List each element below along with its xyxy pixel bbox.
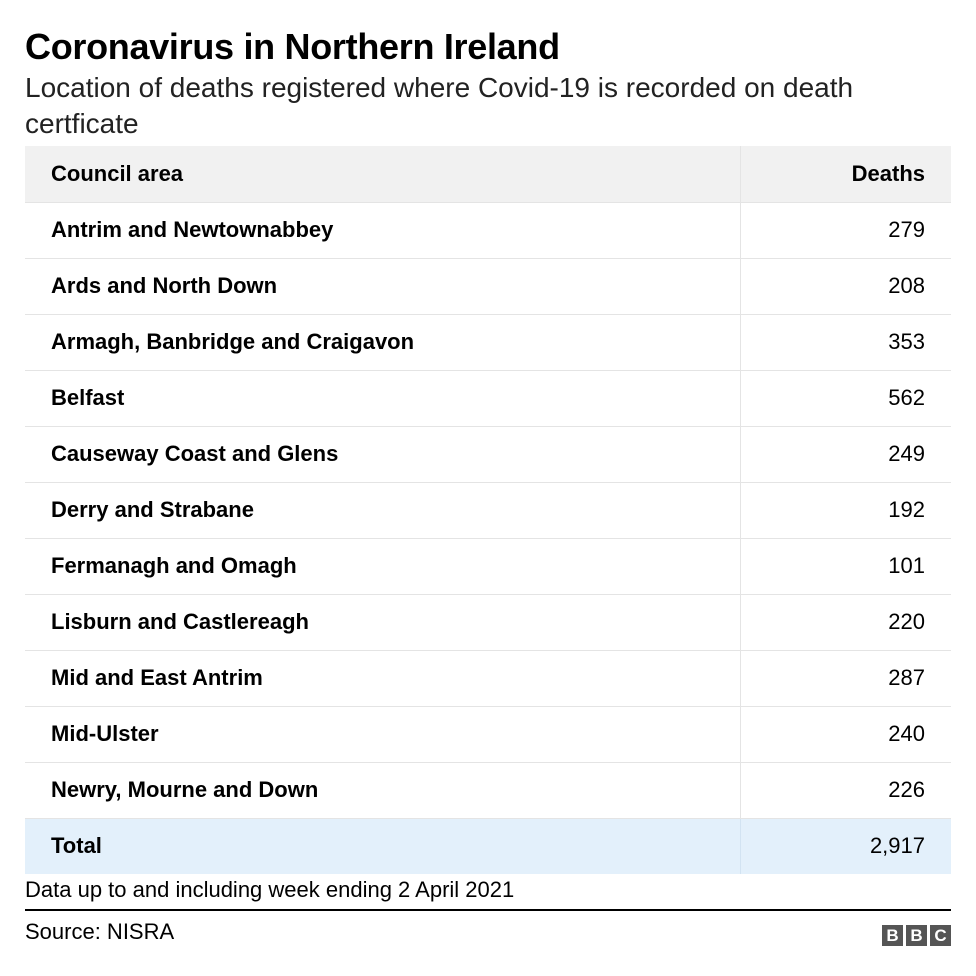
- council-area-cell: Causeway Coast and Glens: [25, 426, 741, 483]
- source-label: Source: NISRA: [25, 919, 175, 944]
- bbc-logo-letter: B: [882, 925, 903, 946]
- chart-title: Coronavirus in Northern Ireland: [25, 26, 560, 67]
- deaths-cell: 279: [740, 202, 951, 259]
- table-row: Fermanagh and Omagh 101: [25, 538, 951, 595]
- deaths-cell: 562: [740, 370, 951, 427]
- deaths-cell: 353: [740, 314, 951, 371]
- table-row: Armagh, Banbridge and Craigavon 353: [25, 314, 951, 371]
- table-row: Lisburn and Castlereagh 220: [25, 594, 951, 651]
- council-area-cell: Derry and Strabane: [25, 482, 741, 539]
- deaths-table: Council area Deaths Antrim and Newtownab…: [25, 146, 951, 874]
- deaths-cell: 249: [740, 426, 951, 483]
- council-area-cell: Antrim and Newtownabbey: [25, 202, 741, 259]
- table-row: Ards and North Down 208: [25, 258, 951, 315]
- table-row: Mid-Ulster 240: [25, 706, 951, 763]
- bbc-logo-letter: C: [930, 925, 951, 946]
- deaths-cell: 240: [740, 706, 951, 763]
- deaths-cell: 192: [740, 482, 951, 539]
- column-header-council-area: Council area: [25, 146, 741, 203]
- total-row: Total 2,917: [25, 818, 951, 874]
- council-area-cell: Armagh, Banbridge and Craigavon: [25, 314, 741, 371]
- total-label-cell: Total: [25, 818, 741, 874]
- council-area-cell: Ards and North Down: [25, 258, 741, 315]
- total-deaths-cell: 2,917: [740, 818, 951, 874]
- deaths-cell: 101: [740, 538, 951, 595]
- council-area-cell: Mid-Ulster: [25, 706, 741, 763]
- deaths-cell: 226: [740, 762, 951, 819]
- table-row: Causeway Coast and Glens 249: [25, 426, 951, 483]
- footer-divider: [25, 909, 951, 911]
- table-row: Belfast 562: [25, 370, 951, 427]
- table-row: Derry and Strabane 192: [25, 482, 951, 539]
- chart-subtitle: Location of deaths registered where Covi…: [25, 72, 854, 139]
- chart-container: Coronavirus in Northern Ireland Location…: [25, 26, 951, 951]
- data-note: Data up to and including week ending 2 A…: [25, 877, 515, 902]
- council-area-cell: Belfast: [25, 370, 741, 427]
- table-row: Antrim and Newtownabbey 279: [25, 202, 951, 259]
- column-header-deaths: Deaths: [740, 146, 951, 203]
- deaths-cell: 220: [740, 594, 951, 651]
- bbc-logo-letter: B: [906, 925, 927, 946]
- table-row: Mid and East Antrim 287: [25, 650, 951, 707]
- deaths-cell: 287: [740, 650, 951, 707]
- table-row: Newry, Mourne and Down 226: [25, 762, 951, 819]
- footer: Source: NISRA B B C: [25, 911, 951, 951]
- bbc-logo: B B C: [882, 925, 951, 946]
- council-area-cell: Lisburn and Castlereagh: [25, 594, 741, 651]
- deaths-cell: 208: [740, 258, 951, 315]
- council-area-cell: Fermanagh and Omagh: [25, 538, 741, 595]
- table-header-row: Council area Deaths: [25, 146, 951, 203]
- council-area-cell: Mid and East Antrim: [25, 650, 741, 707]
- council-area-cell: Newry, Mourne and Down: [25, 762, 741, 819]
